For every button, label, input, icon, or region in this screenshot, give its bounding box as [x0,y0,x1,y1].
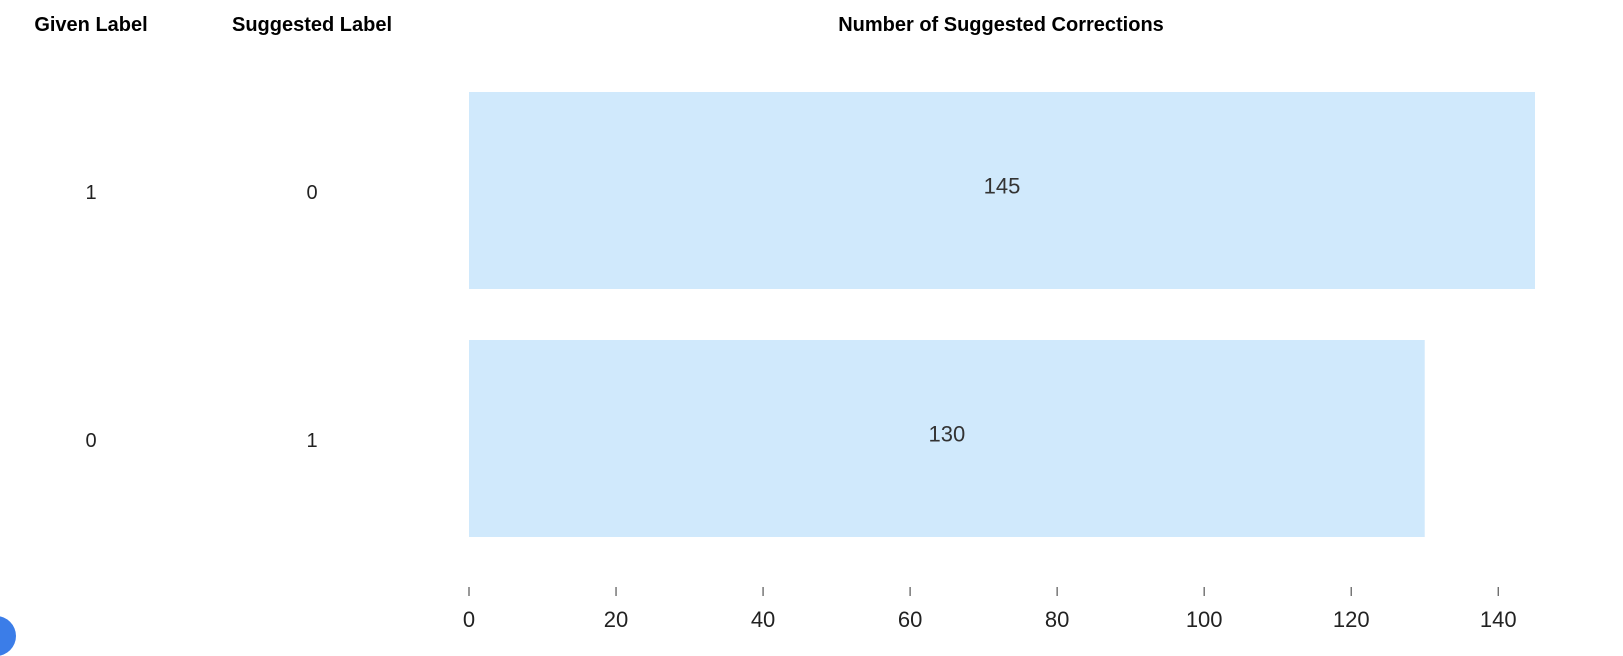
given-label-header: Given Label [34,14,148,36]
row-suggested-value: 1 [306,430,317,452]
bars: 145 130 [469,92,1535,537]
x-tick-label: 120 [1333,607,1370,632]
x-tick-label: 40 [751,607,775,632]
x-tick-label: 20 [604,607,628,632]
x-tick-label: 140 [1480,607,1517,632]
suggested-label-header: Suggested Label [231,14,393,36]
bar-data-label: 145 [984,173,1021,198]
row-suggested-value: 0 [306,182,317,204]
row-given-value: 1 [85,182,96,204]
bar[interactable] [469,340,1425,537]
x-axis: 0 20 40 60 80 100 120 140 [463,587,1517,632]
bar[interactable] [469,92,1535,289]
row-labels: 1 0 0 1 [85,182,317,452]
x-tick-label: 0 [463,607,475,632]
x-tick-label: 80 [1045,607,1069,632]
x-tick-label: 100 [1186,607,1223,632]
chart-title: Number of Suggested Corrections [838,14,1164,36]
x-tick-label: 60 [898,607,922,632]
bar-data-label: 130 [929,421,966,446]
row-given-value: 0 [85,430,96,452]
